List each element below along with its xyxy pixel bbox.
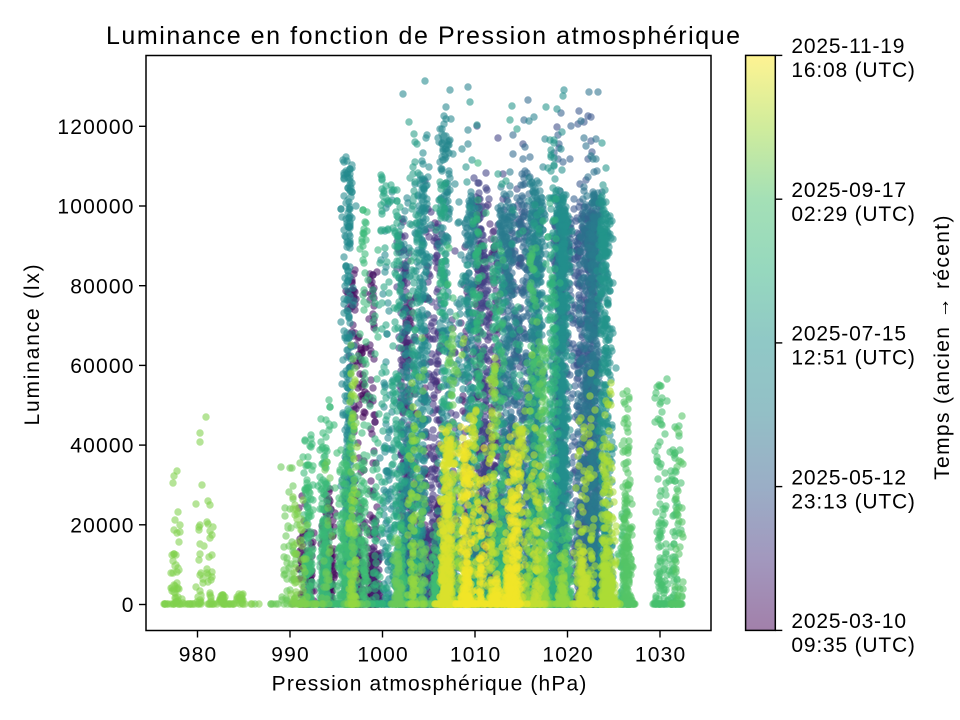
svg-text:1030: 1030 [635, 644, 687, 667]
svg-text:Pression atmosphérique (hPa): Pression atmosphérique (hPa) [272, 673, 588, 696]
svg-text:1020: 1020 [542, 644, 594, 667]
svg-text:2025-09-17: 2025-09-17 [791, 179, 906, 202]
svg-text:2025-07-15: 2025-07-15 [791, 323, 906, 346]
svg-text:Luminance en fonction de Press: Luminance en fonction de Pression atmosp… [106, 22, 742, 50]
svg-text:2025-03-10: 2025-03-10 [791, 610, 906, 633]
svg-text:02:29 (UTC): 02:29 (UTC) [791, 203, 915, 226]
svg-text:2025-11-19: 2025-11-19 [791, 35, 905, 58]
svg-text:980: 980 [179, 644, 218, 667]
svg-text:16:08 (UTC): 16:08 (UTC) [791, 59, 915, 82]
svg-text:2025-05-12: 2025-05-12 [791, 466, 906, 489]
svg-text:12:51 (UTC): 12:51 (UTC) [791, 347, 915, 370]
svg-text:100000: 100000 [57, 196, 134, 219]
svg-text:Luminance (lx): Luminance (lx) [21, 263, 44, 426]
svg-text:120000: 120000 [57, 116, 134, 139]
svg-text:80000: 80000 [70, 275, 134, 298]
svg-text:1000: 1000 [357, 644, 409, 667]
svg-text:23:13 (UTC): 23:13 (UTC) [791, 490, 915, 513]
svg-text:Temps (ancien → récent): Temps (ancien → récent) [931, 214, 954, 480]
svg-text:40000: 40000 [70, 435, 134, 458]
svg-text:990: 990 [271, 644, 310, 667]
svg-text:1010: 1010 [450, 644, 502, 667]
svg-text:0: 0 [122, 594, 135, 617]
svg-text:60000: 60000 [70, 355, 134, 378]
svg-text:09:35 (UTC): 09:35 (UTC) [791, 634, 915, 657]
svg-text:20000: 20000 [70, 514, 134, 537]
